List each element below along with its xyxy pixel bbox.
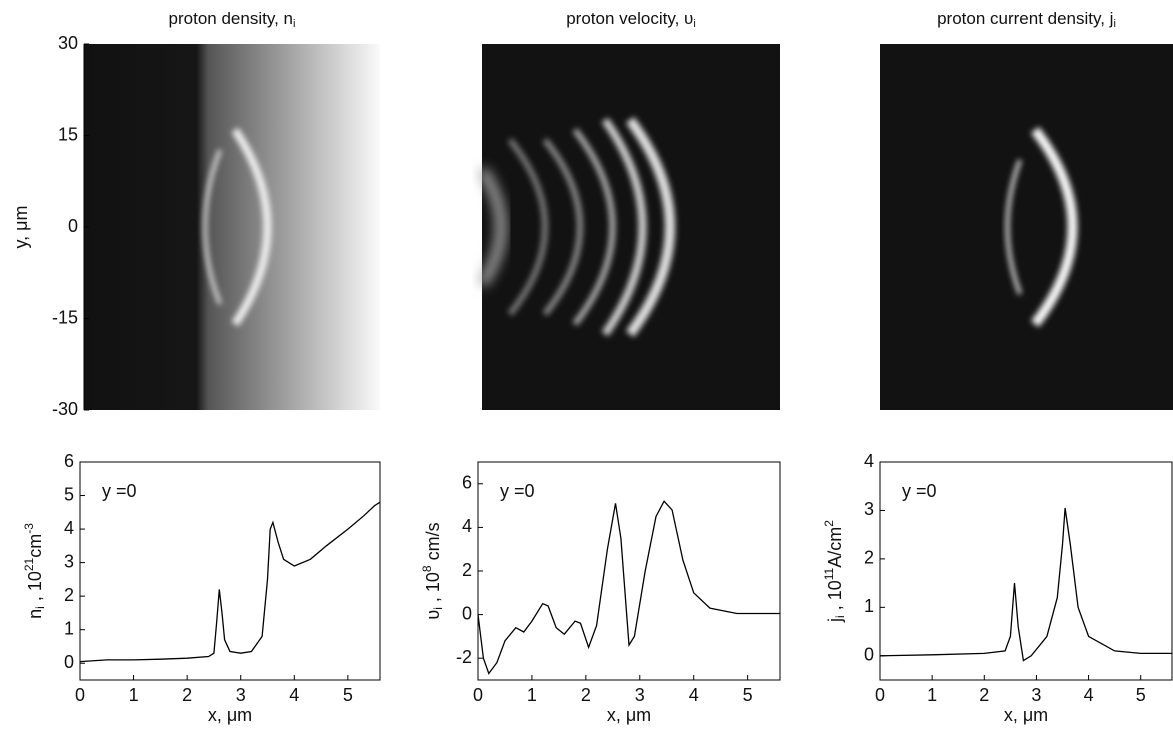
y-tick-label: 4 (462, 516, 472, 536)
y-axis-label-part: , 10 (825, 580, 845, 615)
data-line (879, 507, 1172, 662)
y-tick-label: 30 (58, 33, 78, 53)
panel-title: proton velocity, υi (566, 9, 696, 29)
y-tick-label: 0 (68, 216, 78, 236)
x-tick-label: 5 (343, 685, 353, 705)
y-tick-label: 5 (64, 484, 74, 504)
y-axis-label-part: υ (423, 610, 443, 620)
y-axis-label-part: , 10 (423, 572, 443, 607)
annotation: y =0 (102, 481, 137, 501)
y-axis-label-part: A/cm (825, 527, 845, 568)
x-axis-label: x, μm (607, 705, 651, 725)
y-tick-label: 0 (462, 603, 472, 623)
title-text: proton current density, j (937, 9, 1113, 28)
title-subscript: i (693, 18, 695, 30)
x-tick-label: 2 (581, 685, 591, 705)
y-axis-label-part: j (825, 618, 845, 623)
x-tick-label: 2 (979, 685, 989, 705)
y-tick-label: 1 (864, 596, 874, 616)
y-axis-label: y, μm (11, 205, 31, 248)
y-tick-label: 3 (864, 499, 874, 519)
y-axis-label-part: 8 (420, 565, 434, 572)
y-tick-label: 2 (864, 548, 874, 568)
y-tick-label: 6 (64, 451, 74, 471)
y-axis-label-part: 11 (822, 567, 836, 580)
y-tick-label: -2 (456, 647, 472, 667)
y-tick-label: 3 (64, 551, 74, 571)
x-tick-label: 3 (1031, 685, 1041, 705)
x-axis-label: x, μm (208, 705, 252, 725)
x-tick-label: 4 (689, 685, 699, 705)
annotation: y =0 (500, 481, 535, 501)
y-tick-label: 2 (64, 585, 74, 605)
title-text: proton velocity, υ (566, 9, 693, 28)
y-axis-label-part: 2 (822, 520, 836, 527)
y-axis-label-part: n (25, 609, 45, 619)
y-tick-label: 0 (64, 652, 74, 672)
y-tick-label: 6 (462, 473, 472, 493)
y-axis-label-part: i (33, 606, 47, 609)
panel-title: proton current density, ji (937, 9, 1116, 29)
panel-title: proton density, ni (169, 9, 296, 29)
annotation: y =0 (902, 481, 937, 501)
y-tick-label: 4 (64, 518, 74, 538)
title-subscript: i (1113, 18, 1115, 30)
x-tick-label: 3 (236, 685, 246, 705)
y-axis-label-part: 21 (22, 557, 36, 571)
y-axis-label: ji , 1011A/cm2 (822, 520, 847, 623)
y-axis-label-part: , 10 (25, 571, 45, 606)
y-axis-label-part: cm (25, 534, 45, 558)
y-tick-label: -30 (52, 399, 78, 419)
x-tick-label: 5 (743, 685, 753, 705)
x-tick-label: 4 (289, 685, 299, 705)
x-tick-label: 4 (1084, 685, 1094, 705)
y-axis-label-part: -3 (22, 523, 36, 534)
y-tick-label: 1 (64, 618, 74, 638)
y-axis-label: υi , 108 cm/s (420, 522, 445, 619)
y-axis-label: ni , 1021cm-3 (22, 523, 47, 619)
y-tick-label: 0 (864, 645, 874, 665)
y-tick-label: 15 (58, 124, 78, 144)
x-tick-label: 0 (875, 685, 885, 705)
title-text: proton density, n (169, 9, 293, 28)
heatmap-image (477, 44, 780, 410)
heatmap-image (880, 44, 1173, 410)
x-tick-label: 0 (75, 685, 85, 705)
heatmap-image (84, 44, 380, 410)
y-axis-label-part: i (833, 615, 847, 618)
x-axis-label: x, μm (1004, 705, 1048, 725)
title-subscript: i (293, 18, 295, 30)
x-tick-label: 0 (473, 685, 483, 705)
x-tick-label: 2 (182, 685, 192, 705)
y-tick-label: -15 (52, 307, 78, 327)
y-tick-label: 4 (864, 451, 874, 471)
x-tick-label: 5 (1136, 685, 1146, 705)
data-line (477, 500, 780, 675)
y-axis-label-part: i (431, 607, 445, 610)
x-tick-label: 1 (527, 685, 537, 705)
x-tick-label: 1 (927, 685, 937, 705)
y-tick-label: 2 (462, 560, 472, 580)
y-axis-label-part: cm/s (423, 522, 443, 565)
x-tick-label: 1 (129, 685, 139, 705)
data-line (79, 501, 381, 663)
x-tick-label: 3 (635, 685, 645, 705)
